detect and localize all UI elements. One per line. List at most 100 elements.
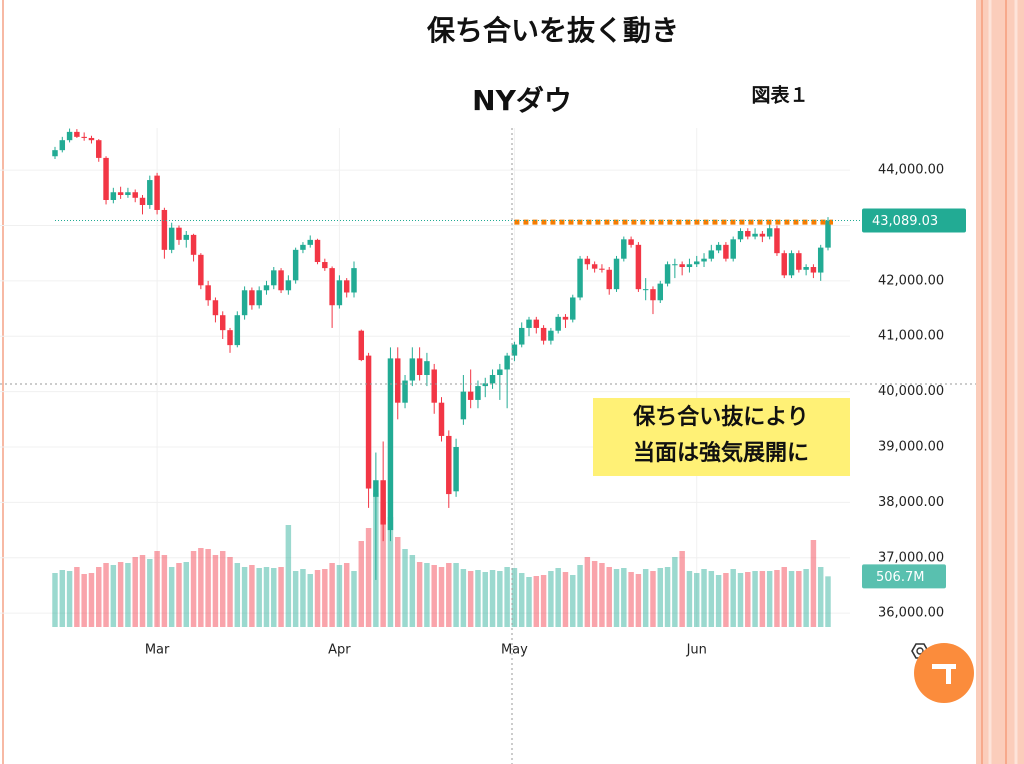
candle-body <box>511 344 518 356</box>
candle-body <box>715 244 722 251</box>
volume-bar <box>307 574 313 627</box>
volume-bar <box>489 570 496 627</box>
candle-body <box>219 315 226 331</box>
candle-body <box>591 264 598 269</box>
candle-body <box>621 239 627 259</box>
volume-bar <box>292 571 299 627</box>
volume-bar <box>271 568 277 627</box>
volume-bar <box>161 555 168 627</box>
candle-body <box>526 319 532 328</box>
volume-bar <box>125 563 131 627</box>
candle-body <box>650 289 656 301</box>
candle-body <box>249 290 255 306</box>
candle-body <box>438 402 445 436</box>
x-tick-label: Mar <box>145 643 170 658</box>
candle-body <box>635 244 642 290</box>
candle-body <box>380 480 386 525</box>
volume-bar <box>329 563 335 627</box>
volume-bar <box>788 571 795 627</box>
candle-body <box>533 319 540 328</box>
candle-body <box>606 269 612 290</box>
volume-bar <box>533 576 540 627</box>
annotation-box <box>593 398 850 476</box>
volume-bar <box>664 567 671 627</box>
candle-body <box>343 280 350 293</box>
volume-bar <box>416 562 423 627</box>
volume-bar <box>460 569 467 627</box>
volume-bar <box>219 551 226 627</box>
volume-bar <box>628 572 634 627</box>
volume-bar <box>66 571 73 627</box>
volume-bar <box>351 571 357 627</box>
candle-body <box>329 268 335 306</box>
volume-bar <box>642 569 649 627</box>
candle-body <box>599 268 605 270</box>
volume-bar <box>358 541 365 627</box>
y-tick-label: 39,000.00 <box>878 440 944 455</box>
candle-body <box>460 391 467 420</box>
volume-bar <box>504 567 510 627</box>
candle-body <box>774 228 780 254</box>
candle-body <box>548 330 554 341</box>
y-tick-label: 36,000.00 <box>878 606 944 621</box>
candle-body <box>628 239 634 245</box>
volume-bar <box>562 572 569 627</box>
volume-bar <box>446 563 452 627</box>
volume-bar <box>650 571 656 627</box>
volume-bar <box>234 563 241 627</box>
candle-body <box>745 231 751 237</box>
candle-body <box>176 227 182 240</box>
candle-body <box>570 297 576 320</box>
candle-body <box>125 192 131 196</box>
candle-body <box>292 249 299 281</box>
candle-body <box>81 136 87 138</box>
candle-body <box>504 355 510 370</box>
candle-body <box>285 280 292 291</box>
volume-bar <box>584 557 591 627</box>
volume-bar <box>511 568 518 627</box>
volume-bar <box>81 574 87 627</box>
volume-bar <box>701 569 707 627</box>
volume-bar <box>467 571 474 627</box>
candle-body <box>132 192 138 198</box>
volume-bar <box>475 570 481 627</box>
volume-bar <box>796 571 802 627</box>
candle-body <box>788 253 795 276</box>
volume-bar <box>518 573 525 627</box>
candle-body <box>701 258 707 262</box>
candle-body <box>817 247 824 273</box>
volume-bar <box>774 570 780 627</box>
volume-bar <box>314 570 321 627</box>
volume-bar <box>424 563 430 627</box>
volume-bar <box>52 573 58 627</box>
x-tick-label: May <box>501 643 528 658</box>
candle-body <box>723 244 729 259</box>
volume-bar <box>694 573 700 627</box>
volume-bar <box>715 575 722 627</box>
volume-bar <box>621 568 627 627</box>
volume-bar <box>256 568 262 627</box>
candle-body <box>154 175 160 210</box>
volume-bar <box>803 569 809 627</box>
candle-body <box>482 383 488 387</box>
candle-body <box>497 369 503 376</box>
volume-bar <box>395 537 401 627</box>
candle-body <box>74 131 80 137</box>
volume-bar <box>817 567 824 627</box>
last-volume-label: 506.7M <box>876 570 924 585</box>
candle-body <box>431 369 437 403</box>
volume-bar <box>263 567 270 627</box>
volume-bar <box>686 571 693 627</box>
volume-bar <box>759 571 766 627</box>
last-price-tag <box>862 208 966 233</box>
candle-body <box>446 435 452 495</box>
volume-bar <box>752 571 758 627</box>
candle-body <box>730 239 736 259</box>
volume-bar <box>132 557 138 627</box>
candle-body <box>300 244 306 250</box>
candle-body <box>752 233 758 237</box>
volume-bar <box>241 567 248 627</box>
volume-bar <box>183 562 189 627</box>
volume-bar <box>74 567 80 627</box>
